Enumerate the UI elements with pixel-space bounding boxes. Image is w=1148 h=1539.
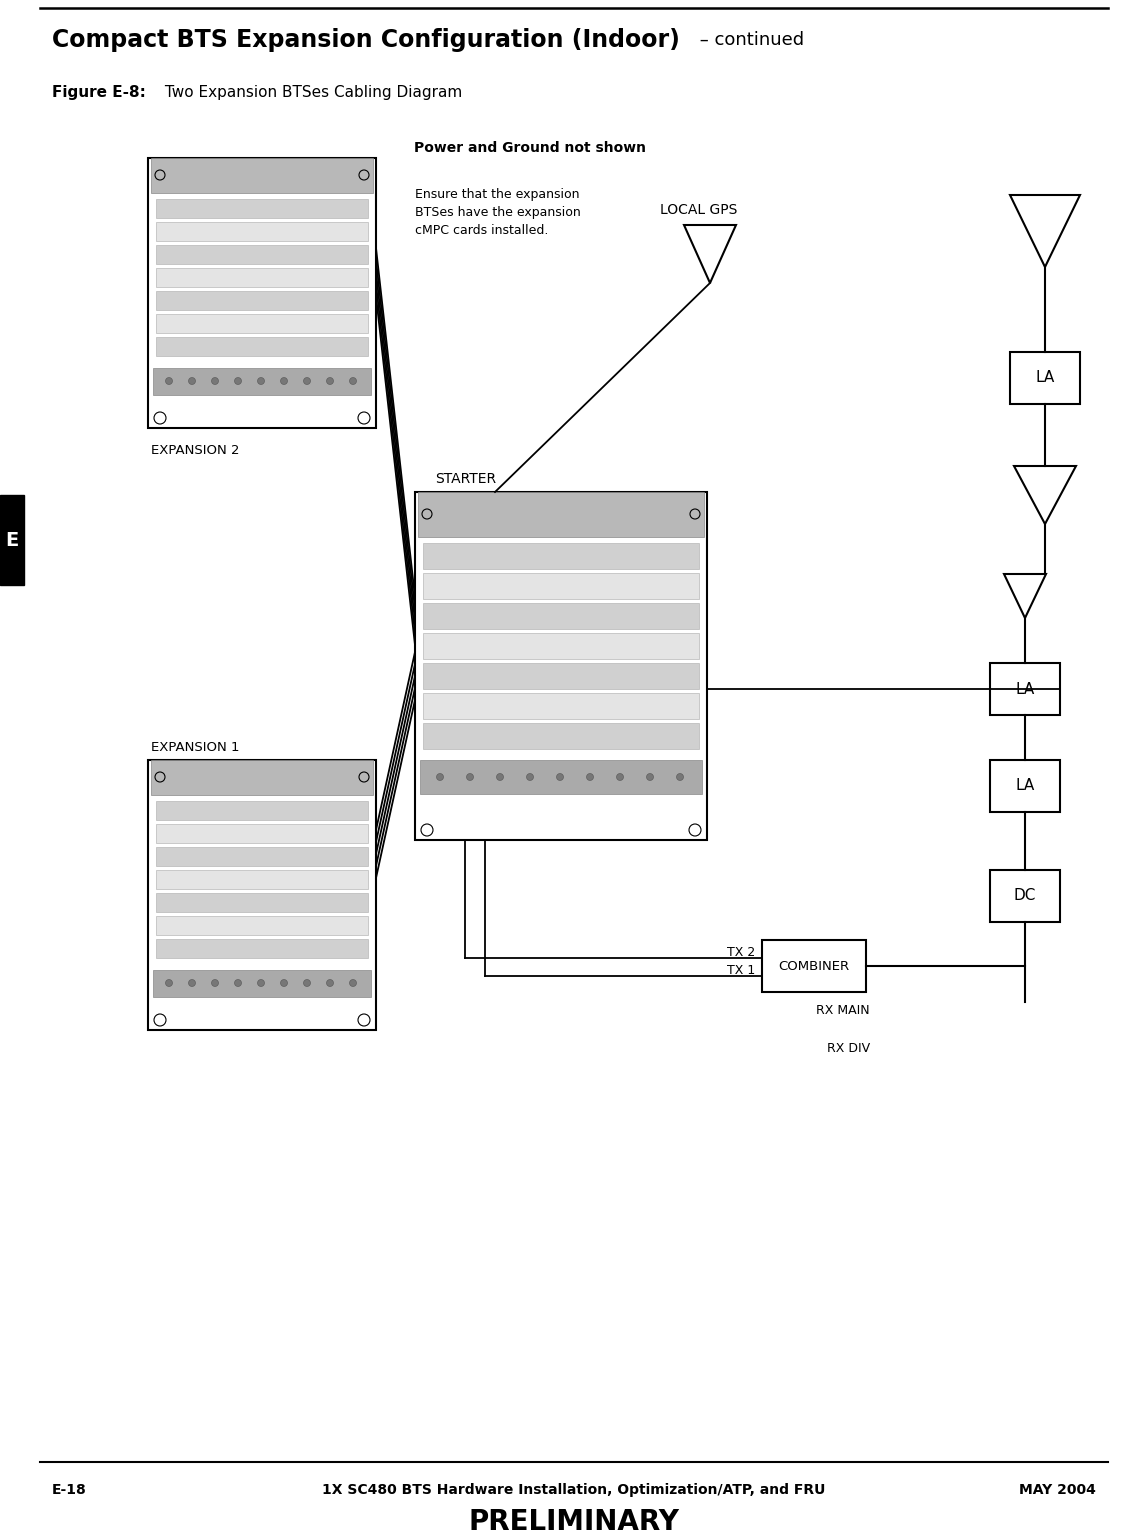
Bar xyxy=(422,573,699,599)
Text: TX 2: TX 2 xyxy=(727,945,755,959)
Text: LA: LA xyxy=(1035,371,1055,385)
Text: COMBINER: COMBINER xyxy=(778,959,850,973)
Circle shape xyxy=(257,377,264,385)
Bar xyxy=(156,893,369,913)
Bar xyxy=(156,222,369,242)
Bar xyxy=(156,268,369,286)
Text: – continued: – continued xyxy=(695,31,804,49)
Circle shape xyxy=(257,979,264,986)
Circle shape xyxy=(165,377,172,385)
Text: Two Expansion BTSes Cabling Diagram: Two Expansion BTSes Cabling Diagram xyxy=(160,86,463,100)
Bar xyxy=(156,916,369,936)
Circle shape xyxy=(496,774,504,780)
Bar xyxy=(156,199,369,219)
Bar xyxy=(420,760,701,794)
Text: RX DIV: RX DIV xyxy=(827,1042,870,1054)
Circle shape xyxy=(349,377,357,385)
Circle shape xyxy=(188,377,195,385)
Bar xyxy=(422,663,699,689)
Bar xyxy=(0,496,24,585)
Text: Power and Ground not shown: Power and Ground not shown xyxy=(414,142,646,155)
Circle shape xyxy=(280,979,287,986)
Bar xyxy=(156,337,369,356)
Bar xyxy=(156,870,369,890)
Circle shape xyxy=(436,774,443,780)
Text: E: E xyxy=(6,531,18,549)
Circle shape xyxy=(349,979,357,986)
Bar xyxy=(156,314,369,332)
Bar xyxy=(1010,352,1080,405)
Text: MAY 2004: MAY 2004 xyxy=(1019,1484,1096,1497)
Bar xyxy=(148,760,377,1030)
Text: LA: LA xyxy=(1015,682,1034,697)
Bar xyxy=(422,633,699,659)
Circle shape xyxy=(188,979,195,986)
Bar xyxy=(148,159,377,428)
Circle shape xyxy=(587,774,594,780)
Bar xyxy=(152,760,373,796)
Bar xyxy=(153,970,371,997)
Bar xyxy=(990,870,1060,922)
Bar xyxy=(156,823,369,843)
Bar xyxy=(422,693,699,719)
Text: PRELIMINARY: PRELIMINARY xyxy=(468,1508,680,1536)
Bar xyxy=(418,492,704,537)
Text: Figure E-8:: Figure E-8: xyxy=(52,86,146,100)
Text: Ensure that the expansion
BTSes have the expansion
cMPC cards installed.: Ensure that the expansion BTSes have the… xyxy=(414,188,581,237)
Bar xyxy=(156,846,369,866)
Text: EXPANSION 2: EXPANSION 2 xyxy=(152,443,240,457)
Bar xyxy=(990,760,1060,813)
Circle shape xyxy=(234,979,241,986)
Bar xyxy=(414,492,707,840)
Circle shape xyxy=(211,979,218,986)
Circle shape xyxy=(676,774,683,780)
Bar xyxy=(156,245,369,265)
Circle shape xyxy=(211,377,218,385)
Bar xyxy=(152,159,373,192)
Circle shape xyxy=(326,377,334,385)
Text: Compact BTS Expansion Configuration (Indoor): Compact BTS Expansion Configuration (Ind… xyxy=(52,28,680,52)
Circle shape xyxy=(165,979,172,986)
Bar xyxy=(422,723,699,749)
Text: 1X SC480 BTS Hardware Installation, Optimization/ATP, and FRU: 1X SC480 BTS Hardware Installation, Opti… xyxy=(323,1484,825,1497)
Text: RX MAIN: RX MAIN xyxy=(816,1003,870,1016)
Circle shape xyxy=(557,774,564,780)
Bar xyxy=(156,800,369,820)
Circle shape xyxy=(466,774,473,780)
Text: TX 1: TX 1 xyxy=(727,963,755,977)
Circle shape xyxy=(303,377,310,385)
Circle shape xyxy=(616,774,623,780)
Circle shape xyxy=(326,979,334,986)
Text: LA: LA xyxy=(1015,779,1034,794)
Circle shape xyxy=(303,979,310,986)
Circle shape xyxy=(234,377,241,385)
Text: STARTER: STARTER xyxy=(435,472,496,486)
Bar xyxy=(153,368,371,396)
Circle shape xyxy=(646,774,653,780)
Circle shape xyxy=(527,774,534,780)
Text: EXPANSION 1: EXPANSION 1 xyxy=(152,740,240,754)
Bar xyxy=(990,663,1060,716)
Text: E-18: E-18 xyxy=(52,1484,87,1497)
Bar xyxy=(762,940,866,993)
Circle shape xyxy=(280,377,287,385)
Bar xyxy=(422,543,699,569)
Bar xyxy=(156,291,369,309)
Text: DC: DC xyxy=(1014,888,1037,903)
Bar xyxy=(422,603,699,629)
Bar xyxy=(156,939,369,957)
Text: LOCAL GPS: LOCAL GPS xyxy=(660,203,737,217)
